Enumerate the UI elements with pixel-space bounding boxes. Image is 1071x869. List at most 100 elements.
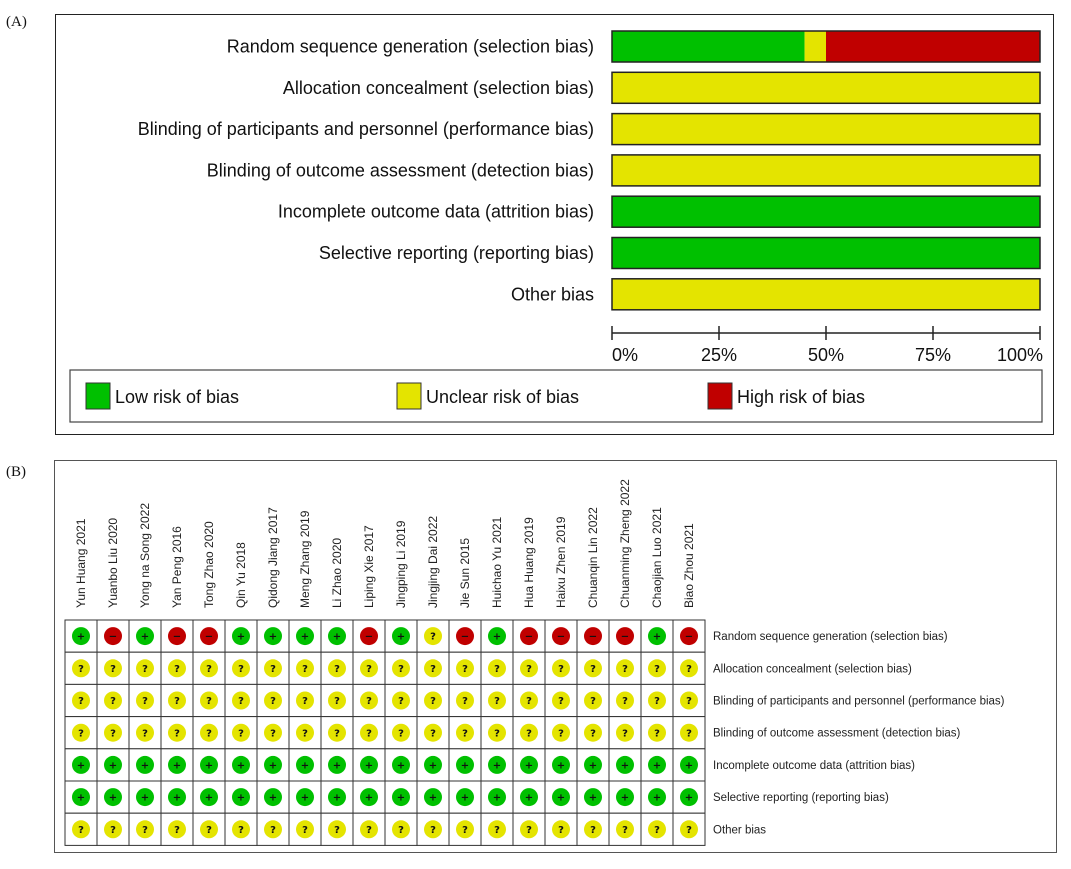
judgement-unclear-icon xyxy=(680,659,698,678)
judgement-symbol: + xyxy=(301,793,309,804)
study-label: Chaojian Luo 2021 xyxy=(650,507,664,608)
judgement-symbol: ? xyxy=(686,825,692,836)
judgement-low-icon xyxy=(72,627,90,646)
judgement-symbol: + xyxy=(397,632,405,643)
judgement-unclear-icon xyxy=(520,691,538,710)
judgement-symbol: ? xyxy=(206,696,212,707)
domain-label: Random sequence generation (selection bi… xyxy=(713,631,948,643)
judgement-high-icon xyxy=(584,627,602,646)
summary-cell xyxy=(192,812,226,846)
judgement-symbol: + xyxy=(397,761,405,772)
judgement-unclear-icon xyxy=(168,659,186,678)
judgement-symbol: − xyxy=(589,632,597,643)
judgement-unclear-icon xyxy=(456,723,474,742)
bar-segment-high xyxy=(826,31,1040,62)
judgement-symbol: + xyxy=(141,793,149,804)
judgement-high-icon xyxy=(456,627,474,646)
judgement-symbol: − xyxy=(685,632,693,643)
judgement-unclear-icon xyxy=(488,820,506,839)
judgement-low-icon xyxy=(520,755,538,774)
judgement-symbol: ? xyxy=(686,728,692,739)
judgement-symbol: ? xyxy=(494,664,500,675)
judgement-symbol: + xyxy=(109,761,117,772)
judgement-unclear-icon xyxy=(136,659,154,678)
judgement-unclear-icon xyxy=(520,820,538,839)
judgement-symbol: ? xyxy=(590,825,596,836)
judgement-symbol: + xyxy=(429,793,437,804)
judgement-unclear-icon xyxy=(296,820,314,839)
judgement-low-icon xyxy=(168,788,186,807)
judgement-symbol: + xyxy=(653,632,661,643)
judgement-symbol: + xyxy=(493,761,501,772)
bar-segment-unclear xyxy=(804,31,826,62)
judgement-unclear-icon xyxy=(328,723,346,742)
judgement-unclear-icon xyxy=(232,723,250,742)
legend-label: High risk of bias xyxy=(737,387,865,407)
judgement-unclear-icon xyxy=(232,659,250,678)
judgement-unclear-icon xyxy=(488,659,506,678)
judgement-symbol: ? xyxy=(78,696,84,707)
judgement-unclear-icon xyxy=(648,691,666,710)
judgement-symbol: ? xyxy=(174,728,180,739)
category-label: Random sequence generation (selection bi… xyxy=(227,37,594,57)
judgement-symbol: − xyxy=(621,632,629,643)
judgement-unclear-icon xyxy=(648,659,666,678)
judgement-low-icon xyxy=(168,755,186,774)
judgement-symbol: ? xyxy=(494,696,500,707)
judgement-unclear-icon xyxy=(648,723,666,742)
judgement-low-icon xyxy=(552,755,570,774)
judgement-high-icon xyxy=(168,627,186,646)
judgement-symbol: + xyxy=(621,761,629,772)
judgement-symbol: − xyxy=(525,632,533,643)
judgement-symbol: + xyxy=(301,632,309,643)
judgement-symbol: ? xyxy=(494,825,500,836)
judgement-symbol: + xyxy=(173,761,181,772)
judgement-unclear-icon xyxy=(104,723,122,742)
judgement-symbol: ? xyxy=(462,696,468,707)
judgement-unclear-icon xyxy=(424,691,442,710)
judgement-high-icon xyxy=(552,627,570,646)
risk-of-bias-summary: Yun Huang 2021 Yuanbo Liu 2020 Yong na Son… xyxy=(64,479,1005,846)
study-label: Qidong Jiang 2017 xyxy=(266,507,280,608)
judgement-low-icon xyxy=(648,627,666,646)
judgement-unclear-icon xyxy=(584,723,602,742)
judgement-low-icon xyxy=(360,755,378,774)
judgement-low-icon xyxy=(616,755,634,774)
category-label: Other bias xyxy=(511,284,594,304)
judgement-symbol: ? xyxy=(430,728,436,739)
judgement-symbol: ? xyxy=(78,664,84,675)
judgement-symbol: ? xyxy=(558,728,564,739)
judgement-low-icon xyxy=(264,755,282,774)
judgement-unclear-icon xyxy=(456,691,474,710)
study-label: Yuanbo Liu 2020 xyxy=(106,518,120,608)
legend-swatch-unclear xyxy=(396,382,422,410)
judgement-unclear-icon xyxy=(264,659,282,678)
judgement-unclear-icon xyxy=(392,723,410,742)
panel-b-label: (B) xyxy=(6,464,26,480)
study-label: Li Zhao 2020 xyxy=(330,538,344,608)
judgement-high-icon xyxy=(200,627,218,646)
judgement-unclear-icon xyxy=(424,723,442,742)
judgement-symbol: + xyxy=(461,793,469,804)
judgement-symbol: + xyxy=(237,761,245,772)
judgement-symbol: ? xyxy=(302,664,308,675)
judgement-symbol: ? xyxy=(78,728,84,739)
judgement-symbol: ? xyxy=(622,664,628,675)
judgement-low-icon xyxy=(328,627,346,646)
judgement-symbol: + xyxy=(205,761,213,772)
judgement-unclear-icon xyxy=(392,659,410,678)
judgement-symbol: + xyxy=(621,793,629,804)
judgement-symbol: + xyxy=(237,632,245,643)
domain-label: Selective reporting (reporting bias) xyxy=(713,792,889,804)
judgement-unclear-icon xyxy=(360,691,378,710)
judgement-unclear-icon xyxy=(680,820,698,839)
judgement-symbol: + xyxy=(493,793,501,804)
x-tick-label: 0% xyxy=(612,345,638,365)
judgement-unclear-icon xyxy=(136,723,154,742)
judgement-symbol: ? xyxy=(238,825,244,836)
study-label: Chuanqin Lin 2022 xyxy=(586,507,600,608)
summary-cell xyxy=(384,683,418,718)
study-label: Haixu Zhen 2019 xyxy=(554,516,568,608)
judgement-symbol: ? xyxy=(142,825,148,836)
study-label: Yun Huang 2021 xyxy=(74,518,88,608)
